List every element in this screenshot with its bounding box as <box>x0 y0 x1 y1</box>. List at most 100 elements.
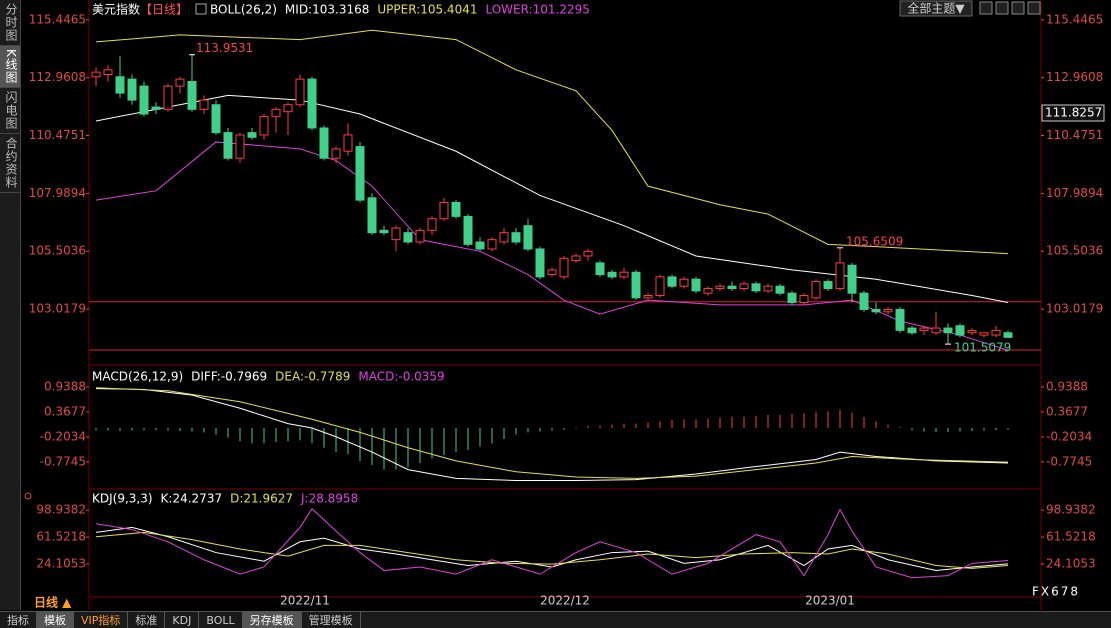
candle-body <box>883 308 893 313</box>
candle-body <box>991 329 1001 336</box>
legend-label: 美元指数 <box>92 2 140 17</box>
indicator-line <box>95 531 1009 569</box>
candle-body <box>115 76 125 94</box>
legend-label: BOLL(26,2) <box>210 3 277 17</box>
y-tick-label: -0.2034 <box>1046 429 1092 443</box>
legend-label: MID:103.3168 <box>285 3 369 17</box>
candle-body <box>571 255 581 262</box>
candle-body <box>475 241 485 250</box>
annotation: 113.9531 <box>196 41 253 55</box>
side-tab[interactable]: 分时图 <box>0 0 20 46</box>
bottom-tab[interactable]: 另存模板 <box>242 612 302 628</box>
y-tick-label: 107.9894 <box>1046 186 1103 200</box>
candle-body <box>91 71 101 78</box>
candle-body <box>139 85 149 115</box>
theme-button-box[interactable] <box>899 0 973 17</box>
candle-body <box>355 146 365 201</box>
bottom-tab[interactable]: 管理模板 <box>302 612 361 628</box>
y-tick-label: 24.1053 <box>1046 556 1096 570</box>
side-tab[interactable]: K线图 <box>0 46 20 88</box>
candle-body <box>775 285 785 294</box>
candle-body <box>487 239 497 250</box>
candle-body <box>895 308 905 331</box>
candle-body <box>247 132 257 138</box>
candle-body <box>1003 332 1013 338</box>
candle-body <box>379 229 389 234</box>
y-tick-label: 24.1053 <box>36 556 86 570</box>
candle-body <box>715 285 725 290</box>
side-tab[interactable]: 合约资料 <box>0 134 20 193</box>
candle-body <box>643 295 653 299</box>
candle-body <box>151 106 161 110</box>
bottom-tab[interactable]: 模板 <box>37 612 74 628</box>
legend-label: D:21.9627 <box>230 492 293 506</box>
y-tick-label: -0.2034 <box>40 429 86 443</box>
candle-body <box>223 132 233 159</box>
side-tab[interactable]: 闪电图 <box>0 88 20 134</box>
candle-body <box>931 327 941 334</box>
y-tick-label: 112.9608 <box>29 70 86 84</box>
candle-body <box>499 232 509 243</box>
candle-body <box>427 218 437 231</box>
bottom-tab[interactable]: 标准 <box>128 612 166 628</box>
y-tick-label: 105.5036 <box>29 244 86 258</box>
legend-label: LOWER:101.2295 <box>485 3 589 17</box>
bottom-tab[interactable]: KDJ <box>165 612 200 628</box>
candle-body <box>463 215 473 245</box>
candle-body <box>175 78 185 87</box>
bottom-tab[interactable]: BOLL <box>199 612 243 628</box>
x-tick-label: 2023/01 <box>805 594 855 608</box>
y-tick-label: 110.4751 <box>29 128 86 142</box>
candle-body <box>271 108 281 117</box>
indicator-line <box>95 388 1009 482</box>
annotation: 101.5079 <box>954 341 1011 355</box>
candle-body <box>835 262 845 290</box>
bottom-tab[interactable]: 指标 <box>0 612 37 628</box>
y-tick-label: 61.5218 <box>1046 530 1096 544</box>
annotation: 105.6509 <box>846 234 903 248</box>
x-tick-label: 2022/11 <box>280 594 330 608</box>
y-tick-label: 105.5036 <box>1046 244 1103 258</box>
candle-body <box>199 99 209 110</box>
toolbar-icon <box>995 1 1009 15</box>
candle-body <box>451 201 461 217</box>
candle-body <box>127 78 137 101</box>
y-tick-label: 61.5218 <box>36 530 86 544</box>
sidebar: 分时图 K线图 闪电图 合约资料 <box>0 0 21 610</box>
candle-body <box>799 295 809 303</box>
candle-body <box>547 269 557 276</box>
candle-body <box>415 229 425 243</box>
bottom-tab[interactable]: VIP指标 <box>74 612 129 628</box>
candle-body <box>331 148 341 159</box>
candle-body <box>943 327 953 334</box>
toolbar-icon <box>979 1 993 15</box>
candle-body <box>211 104 221 134</box>
candle-body <box>343 134 353 152</box>
candle-body <box>391 227 401 241</box>
price-box-label: 111.8257 <box>1045 106 1102 120</box>
y-tick-label: 115.4465 <box>1046 12 1103 26</box>
candle-body <box>955 325 965 336</box>
candle-body <box>751 283 761 292</box>
candle-body <box>739 283 749 290</box>
candle-body <box>583 250 593 257</box>
candle-body <box>667 276 677 287</box>
legend-label: K:24.2737 <box>161 492 223 506</box>
candle-body <box>691 278 701 292</box>
candle-body <box>283 104 293 113</box>
candle-body <box>295 78 305 106</box>
candle-body <box>403 232 413 243</box>
period-label: 日线 ▲ <box>34 595 72 610</box>
candle-body <box>679 278 689 287</box>
candle-body <box>823 281 833 290</box>
candle-body <box>367 197 377 234</box>
candle-body <box>559 257 569 278</box>
y-tick-label: 98.9382 <box>1046 503 1096 517</box>
candle-body <box>163 85 173 110</box>
y-tick-label: 110.4751 <box>1046 128 1103 142</box>
candle-body <box>511 232 521 243</box>
candle-body <box>103 69 113 75</box>
legend-label: J:28.8958 <box>300 492 358 506</box>
